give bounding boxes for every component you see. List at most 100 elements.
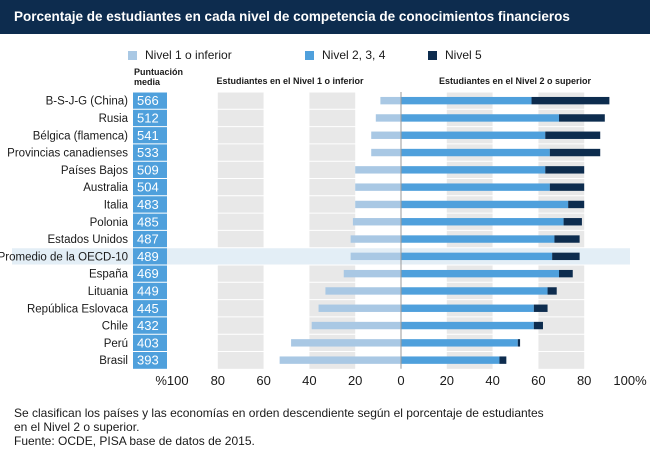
- bar-level234: [401, 269, 560, 278]
- score-value: 449: [137, 283, 159, 298]
- score-header-line2: media: [134, 77, 161, 87]
- bar-level5: [531, 96, 610, 105]
- bar-level234: [401, 321, 534, 330]
- score-value: 489: [137, 249, 159, 264]
- bar-level5: [568, 200, 585, 209]
- country-label: Australia: [83, 182, 128, 194]
- country-label: Promedio de la OECD-10: [0, 251, 128, 263]
- legend-label-level1: Nivel 1 o inferior: [145, 48, 232, 62]
- bar-level5: [547, 287, 557, 295]
- x-tick-label: 40: [485, 373, 499, 388]
- bar-level5: [552, 252, 580, 261]
- x-tick-label: 20: [348, 373, 362, 388]
- footnote-source: Fuente: OCDE, PISA base de datos de 2015…: [14, 434, 255, 448]
- x-tick-label: 60: [531, 373, 545, 388]
- bar-level5: [533, 321, 543, 330]
- x-tick-label: 0: [397, 373, 404, 388]
- legend-label-level5: Nivel 5: [445, 48, 482, 62]
- bar-level234: [401, 304, 534, 312]
- country-label: Chile: [102, 321, 128, 333]
- bar-level1: [311, 321, 401, 330]
- score-value: 487: [137, 232, 159, 247]
- score-value: 432: [137, 318, 159, 333]
- score-value: 533: [137, 145, 159, 160]
- bar-level1: [279, 356, 401, 364]
- bar-level234: [401, 131, 546, 139]
- bar-level1: [350, 252, 401, 261]
- bar-level5: [559, 269, 573, 278]
- score-value: 485: [137, 214, 159, 229]
- bar-level1: [375, 114, 401, 122]
- x-tick-label: 60: [256, 373, 270, 388]
- bar-level1: [352, 218, 401, 226]
- bar-level234: [401, 148, 550, 157]
- country-label: B-S-J-G (China): [46, 96, 129, 108]
- score-value: 509: [137, 162, 159, 177]
- x-tick-label: 80: [211, 373, 225, 388]
- x-tick-label: 100%: [613, 373, 647, 388]
- country-label: Brasil: [99, 355, 128, 367]
- bar-level5: [559, 114, 605, 122]
- country-label: República Eslovaca: [27, 303, 129, 315]
- bar-level5: [554, 235, 580, 243]
- footnote-line-2: en el Nivel 2 o superior.: [14, 420, 140, 434]
- bar-level234: [401, 166, 546, 174]
- bar-level1: [355, 183, 401, 191]
- country-label: Estados Unidos: [47, 234, 128, 246]
- legend-swatch-level5: [428, 50, 437, 60]
- bar-level234: [401, 114, 560, 122]
- bar-level234: [401, 96, 532, 105]
- bar-level1: [355, 166, 401, 174]
- score-value: 541: [137, 128, 159, 143]
- bar-level1: [355, 200, 401, 209]
- country-label: Provincias canadienses: [7, 148, 128, 160]
- legend-label-level234: Nivel 2, 3, 4: [322, 48, 386, 62]
- bar-level234: [401, 235, 555, 243]
- score-value: 445: [137, 301, 159, 316]
- score-value: 504: [137, 180, 159, 195]
- bar-level1: [350, 235, 401, 243]
- legend-swatch-level1: [128, 50, 137, 60]
- bar-level5: [545, 166, 585, 174]
- bar-level1: [380, 96, 401, 105]
- bar-level234: [401, 218, 564, 226]
- footnote-line-1: Se clasifican los países y las economías…: [14, 406, 544, 420]
- right-subtitle: Estudiantes en el Nivel 2 o superior: [438, 76, 592, 86]
- x-tick-label: %100: [155, 373, 188, 388]
- country-label: Italia: [104, 199, 129, 211]
- bar-level234: [401, 356, 500, 364]
- bar-level234: [401, 287, 548, 295]
- score-value: 566: [137, 93, 159, 108]
- bar-level5: [549, 183, 585, 191]
- score-header: Puntuación media: [134, 67, 183, 87]
- bar-level5: [499, 356, 507, 364]
- bar-level1: [325, 287, 401, 295]
- bar-level5: [533, 304, 548, 312]
- x-tick-label: 20: [440, 373, 454, 388]
- country-label: Países Bajos: [61, 165, 128, 177]
- bar-level234: [401, 339, 518, 347]
- bar-level5: [545, 131, 601, 139]
- left-subtitle: Estudiantes en el Nivel 1 o inferior: [216, 76, 364, 86]
- bar-level1: [371, 148, 401, 157]
- legend-item-level5: Nivel 5: [428, 47, 482, 63]
- bar-level5: [549, 148, 601, 157]
- title-bar: Porcentaje de estudiantes en cada nivel …: [0, 0, 650, 34]
- bar-level1: [371, 131, 401, 139]
- bar-level5: [517, 339, 521, 347]
- country-label: España: [89, 269, 129, 281]
- score-value: 512: [137, 110, 159, 125]
- country-label: Perú: [104, 338, 128, 350]
- score-value: 403: [137, 335, 159, 350]
- score-value: 393: [137, 353, 159, 368]
- country-label: Rusia: [99, 113, 129, 125]
- bar-level5: [563, 218, 582, 226]
- score-value: 483: [137, 197, 159, 212]
- bar-level234: [401, 200, 569, 209]
- score-value: 469: [137, 266, 159, 281]
- country-label: Lituania: [88, 286, 129, 298]
- x-tick-label: 80: [577, 373, 591, 388]
- bar-level234: [401, 252, 553, 261]
- bar-level1: [318, 304, 401, 312]
